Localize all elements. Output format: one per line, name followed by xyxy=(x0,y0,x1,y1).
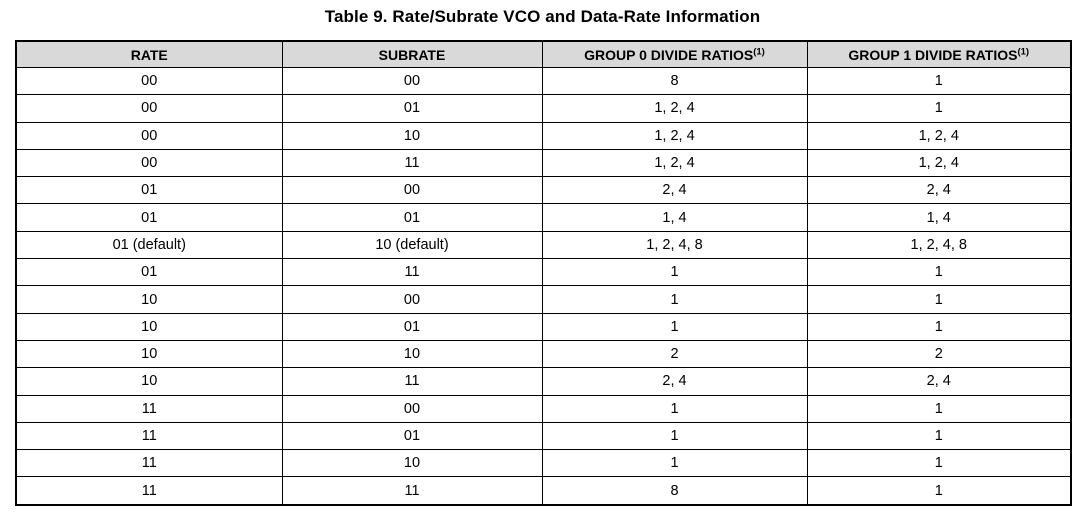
table-header-row: RATE SUBRATE GROUP 0 DIVIDE RATIOS(1) GROUP… xyxy=(15,40,1072,68)
table-cell: 01 xyxy=(281,312,543,341)
table-cell: 10 xyxy=(281,449,543,478)
table-cell: 11 xyxy=(15,421,283,451)
table-cell: 1 xyxy=(806,449,1072,478)
table-row: 01 (default) 10 (default) 1, 2, 4, 8 1, 2, … xyxy=(15,230,1072,260)
table-cell: 1 xyxy=(806,421,1072,451)
table-cell: 1 xyxy=(541,421,808,451)
table-cell: 1 xyxy=(806,94,1072,123)
table-cell: 1, 2, 4 xyxy=(541,148,808,178)
table-cell: 1 xyxy=(806,312,1072,341)
table-row: 01 11 1 1 xyxy=(15,258,1072,287)
table-cell: 11 xyxy=(15,476,283,506)
column-header-subrate: SUBRATE xyxy=(281,40,543,68)
table-cell: 00 xyxy=(15,121,283,150)
table-cell: 01 xyxy=(281,203,543,232)
table-cell: 10 xyxy=(15,285,283,314)
table-cell: 01 xyxy=(281,94,543,123)
table-cell: 2, 4 xyxy=(806,176,1072,205)
table-cell: 01 xyxy=(15,258,283,287)
table-row: 10 00 1 1 xyxy=(15,285,1072,314)
table-row: 00 00 8 1 xyxy=(15,66,1072,96)
table-cell: 1, 2, 4, 8 xyxy=(806,230,1072,260)
table-row: 11 10 1 1 xyxy=(15,449,1072,478)
table-cell: 00 xyxy=(281,285,543,314)
column-header-rate: RATE xyxy=(15,40,283,68)
table-cell: 00 xyxy=(281,66,543,96)
table-cell: 10 xyxy=(15,312,283,341)
table-cell: 1, 2, 4 xyxy=(806,148,1072,178)
table-cell: 1 xyxy=(806,258,1072,287)
table-row: 00 10 1, 2, 4 1, 2, 4 xyxy=(15,121,1072,150)
table-row: 11 11 8 1 xyxy=(15,476,1072,506)
footnote-superscript: (1) xyxy=(1017,45,1030,57)
table-cell: 1, 2, 4, 8 xyxy=(541,230,808,260)
table-row: 01 00 2, 4 2, 4 xyxy=(15,176,1072,205)
table-cell: 1 xyxy=(541,285,808,314)
table-cell: 1 xyxy=(806,66,1072,96)
table-cell: 01 xyxy=(15,176,283,205)
table-cell: 1 xyxy=(541,312,808,341)
column-header-label: RATE xyxy=(130,46,168,63)
column-header-label: GROUP 1 DIVIDE RATIOS xyxy=(848,46,1018,63)
table-cell: 10 xyxy=(15,367,283,396)
table-row: 11 01 1 1 xyxy=(15,421,1072,451)
table-cell: 1 xyxy=(806,476,1072,506)
column-header-label: GROUP 0 DIVIDE RATIOS xyxy=(584,46,754,63)
table-cell: 1 xyxy=(541,394,808,423)
table-cell: 2 xyxy=(806,339,1072,369)
table-cell: 1 xyxy=(806,394,1072,423)
column-header-group1-divide-ratios: GROUP 1 DIVIDE RATIOS(1) xyxy=(806,40,1072,68)
table-cell: 00 xyxy=(281,176,543,205)
table-cell: 10 xyxy=(281,339,543,369)
table-cell: 00 xyxy=(15,94,283,123)
table-row: 10 01 1 1 xyxy=(15,312,1072,341)
table-cell: 1, 2, 4 xyxy=(806,121,1072,150)
footnote-superscript: (1) xyxy=(753,45,765,57)
table-cell: 01 xyxy=(281,421,543,451)
table-cell: 1 xyxy=(541,258,808,287)
table-cell: 1 xyxy=(806,285,1072,314)
table-cell: 2, 4 xyxy=(806,367,1072,396)
column-header-group0-divide-ratios: GROUP 0 DIVIDE RATIOS(1) xyxy=(541,40,808,68)
table-cell: 00 xyxy=(281,394,543,423)
table-cell: 8 xyxy=(541,66,808,96)
table-cell: 8 xyxy=(541,476,808,506)
table-row: 11 00 1 1 xyxy=(15,394,1072,423)
table-cell: 11 xyxy=(15,449,283,478)
table-cell: 01 xyxy=(15,203,283,232)
table-row: 01 01 1, 4 1, 4 xyxy=(15,203,1072,232)
table-cell: 1, 4 xyxy=(806,203,1072,232)
table-cell: 1, 2, 4 xyxy=(541,121,808,150)
table-cell: 00 xyxy=(15,66,283,96)
table-cell: 11 xyxy=(281,367,543,396)
table-cell: 1, 4 xyxy=(541,203,808,232)
table-row: 10 11 2, 4 2, 4 xyxy=(15,367,1072,396)
table-cell: 11 xyxy=(281,148,543,178)
table-cell: 11 xyxy=(15,394,283,423)
table-row: 10 10 2 2 xyxy=(15,339,1072,369)
table-row: 00 11 1, 2, 4 1, 2, 4 xyxy=(15,148,1072,178)
table-cell: 10 xyxy=(15,339,283,369)
column-header-label: SUBRATE xyxy=(378,46,446,63)
rate-subrate-table: RATE SUBRATE GROUP 0 DIVIDE RATIOS(1) GROUP… xyxy=(15,40,1072,506)
table-cell: 2, 4 xyxy=(541,367,808,396)
table-cell: 11 xyxy=(281,476,543,506)
table-cell: 2 xyxy=(541,339,808,369)
table-cell: 1 xyxy=(541,449,808,478)
table-cell: 11 xyxy=(281,258,543,287)
table-cell: 10 (default) xyxy=(281,230,543,260)
table-cell: 10 xyxy=(281,121,543,150)
table-cell: 2, 4 xyxy=(541,176,808,205)
table-cell: 1, 2, 4 xyxy=(541,94,808,123)
table-title: Table 9. Rate/Subrate VCO and Data-Rate … xyxy=(324,7,761,26)
table-cell: 00 xyxy=(15,148,283,178)
table-cell: 01 (default) xyxy=(15,230,283,260)
